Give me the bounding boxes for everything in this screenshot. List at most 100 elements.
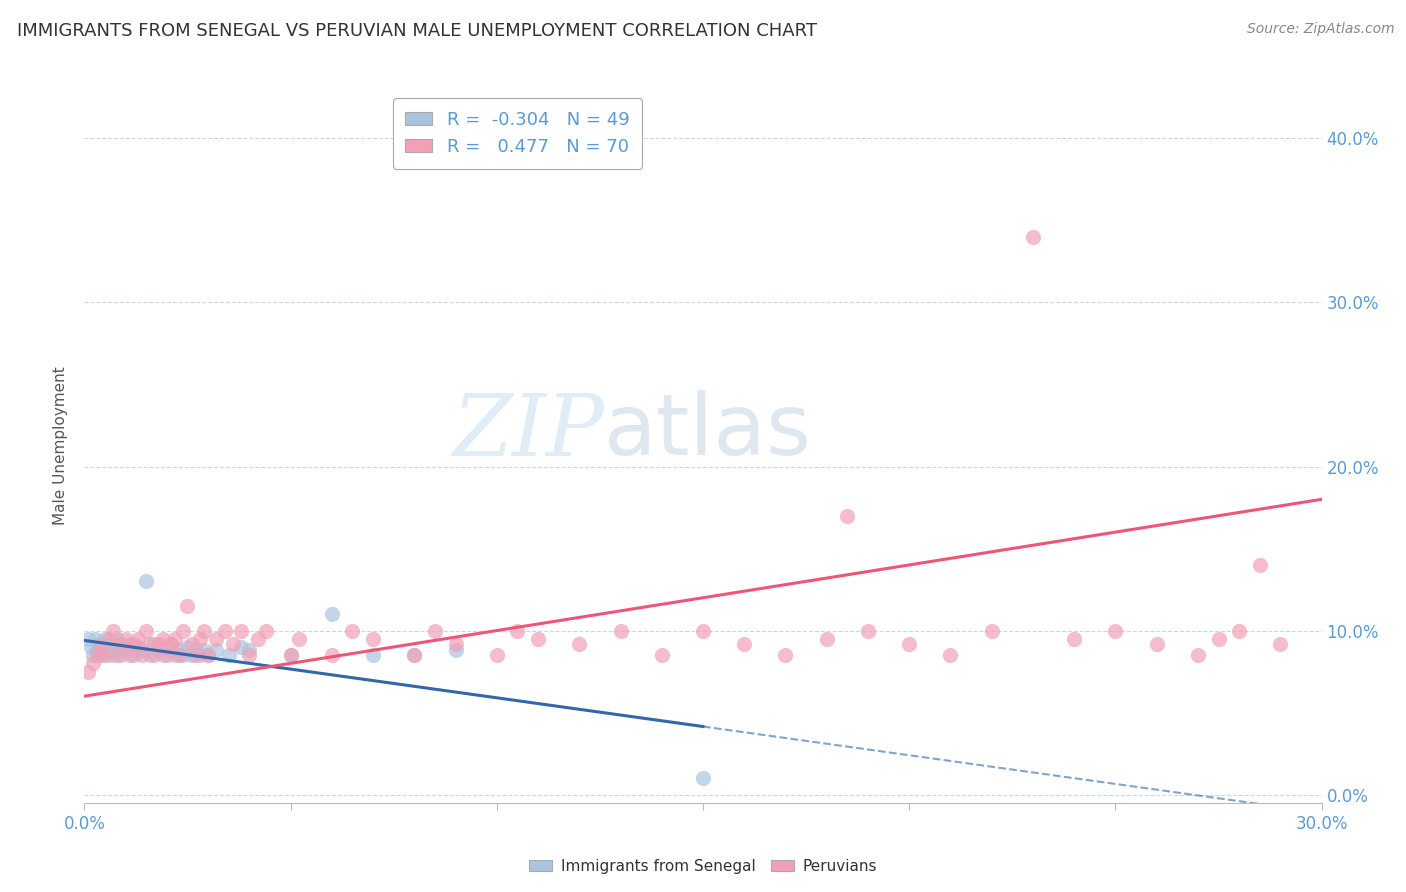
Point xyxy=(1270,637,1292,651)
Y-axis label: Male Unemployment: Male Unemployment xyxy=(53,367,69,525)
Point xyxy=(152,648,174,662)
Point xyxy=(361,632,384,646)
Point xyxy=(229,640,252,654)
Point xyxy=(246,632,269,646)
Point xyxy=(143,648,166,662)
Point xyxy=(90,648,112,662)
Point xyxy=(91,640,114,654)
Point xyxy=(184,648,207,662)
Point xyxy=(980,624,1002,638)
Text: atlas: atlas xyxy=(605,390,813,474)
Point xyxy=(404,648,426,662)
Point xyxy=(222,637,245,651)
Point xyxy=(692,771,714,785)
Point xyxy=(188,648,211,662)
Point xyxy=(165,632,187,646)
Point xyxy=(205,632,228,646)
Point xyxy=(105,632,128,646)
Point xyxy=(94,648,117,662)
Point xyxy=(114,632,136,646)
Point xyxy=(193,624,215,638)
Point xyxy=(1063,632,1085,646)
Point xyxy=(1227,624,1250,638)
Point xyxy=(104,643,127,657)
Point xyxy=(193,643,215,657)
Point xyxy=(118,648,141,662)
Point xyxy=(238,643,260,657)
Point xyxy=(152,632,174,646)
Point xyxy=(172,648,194,662)
Point xyxy=(218,648,240,662)
Point xyxy=(1022,230,1045,244)
Point xyxy=(110,637,132,651)
Point xyxy=(135,574,157,589)
Point xyxy=(361,648,384,662)
Point xyxy=(94,632,117,646)
Text: IMMIGRANTS FROM SENEGAL VS PERUVIAN MALE UNEMPLOYMENT CORRELATION CHART: IMMIGRANTS FROM SENEGAL VS PERUVIAN MALE… xyxy=(17,22,817,40)
Text: ZIP: ZIP xyxy=(453,391,605,473)
Point xyxy=(651,648,673,662)
Point xyxy=(135,624,157,638)
Point xyxy=(238,648,260,662)
Point xyxy=(79,640,101,654)
Point xyxy=(103,624,125,638)
Point xyxy=(184,643,207,657)
Point xyxy=(180,648,202,662)
Point xyxy=(527,632,550,646)
Point xyxy=(98,632,121,646)
Point xyxy=(96,643,118,657)
Point xyxy=(214,624,236,638)
Point xyxy=(156,640,179,654)
Point xyxy=(815,632,838,646)
Legend: R =  -0.304   N = 49, R =   0.477   N = 70: R = -0.304 N = 49, R = 0.477 N = 70 xyxy=(392,98,643,169)
Point xyxy=(444,643,467,657)
Point xyxy=(342,624,364,638)
Point xyxy=(143,637,166,651)
Point xyxy=(898,637,921,651)
Point xyxy=(127,640,149,654)
Point xyxy=(404,648,426,662)
Point xyxy=(837,508,859,523)
Point xyxy=(77,665,100,679)
Point xyxy=(100,648,122,662)
Point xyxy=(156,648,179,662)
Point xyxy=(90,640,112,654)
Point xyxy=(148,643,170,657)
Point xyxy=(98,637,121,651)
Point xyxy=(939,648,962,662)
Point xyxy=(131,643,153,657)
Point xyxy=(775,648,797,662)
Point xyxy=(86,643,108,657)
Point xyxy=(856,624,879,638)
Point xyxy=(118,637,141,651)
Point xyxy=(167,643,190,657)
Point xyxy=(82,648,104,662)
Point xyxy=(197,648,219,662)
Point xyxy=(568,637,591,651)
Point xyxy=(148,637,170,651)
Point xyxy=(131,648,153,662)
Point xyxy=(108,637,131,651)
Point xyxy=(423,624,446,638)
Point xyxy=(86,648,108,662)
Point xyxy=(485,648,508,662)
Point xyxy=(87,637,110,651)
Point xyxy=(444,637,467,651)
Point xyxy=(506,624,529,638)
Point xyxy=(733,637,755,651)
Point xyxy=(1146,637,1168,651)
Point xyxy=(103,640,125,654)
Point xyxy=(254,624,277,638)
Point xyxy=(609,624,631,638)
Text: Source: ZipAtlas.com: Source: ZipAtlas.com xyxy=(1247,22,1395,37)
Point xyxy=(321,648,343,662)
Point xyxy=(229,624,252,638)
Point xyxy=(167,648,190,662)
Point xyxy=(280,648,302,662)
Point xyxy=(1249,558,1271,572)
Point xyxy=(110,648,132,662)
Point xyxy=(1187,648,1209,662)
Point xyxy=(165,648,187,662)
Point xyxy=(82,657,104,671)
Point xyxy=(122,637,145,651)
